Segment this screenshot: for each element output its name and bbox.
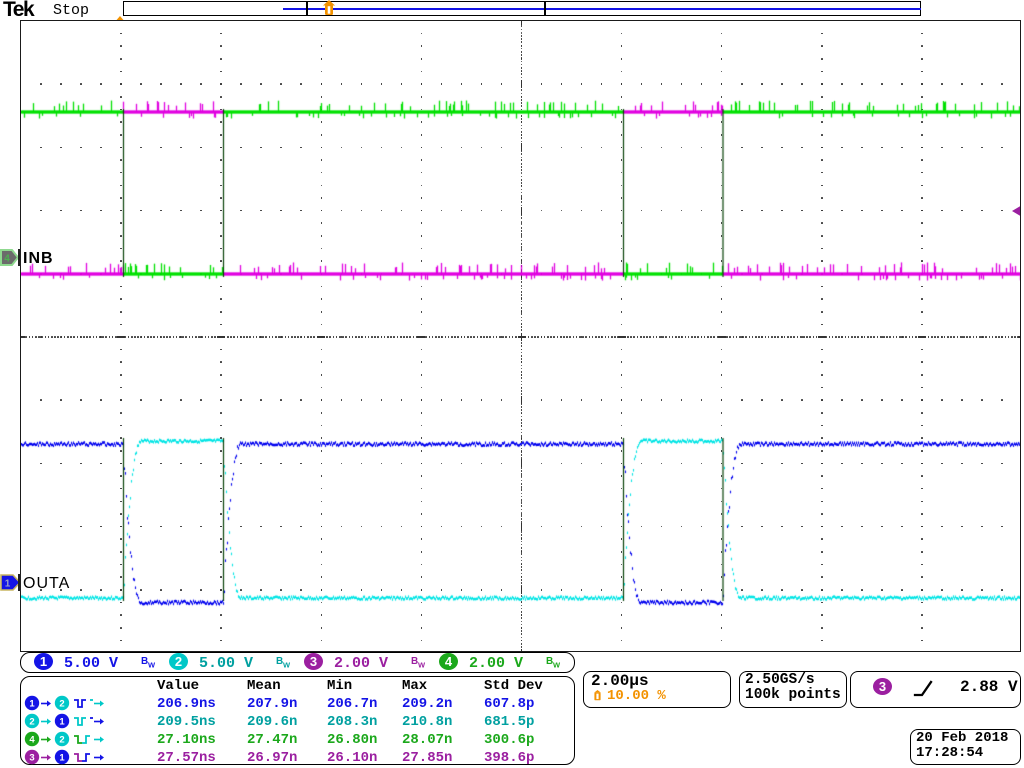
svg-text:2: 2 (59, 735, 64, 746)
svg-text:1: 1 (59, 717, 65, 728)
svg-text:1: 1 (29, 699, 35, 710)
svg-text:4: 4 (4, 254, 10, 265)
svg-text:1: 1 (59, 753, 65, 764)
svg-text:2: 2 (29, 717, 34, 728)
svg-text:W: W (148, 661, 156, 670)
svg-text:1: 1 (5, 579, 11, 590)
svg-text:W: W (553, 661, 561, 670)
svg-text:W: W (418, 661, 426, 670)
svg-text:W: W (283, 661, 291, 670)
svg-text:3: 3 (29, 753, 34, 764)
svg-text:2: 2 (59, 699, 64, 710)
svg-text:4: 4 (29, 735, 35, 746)
